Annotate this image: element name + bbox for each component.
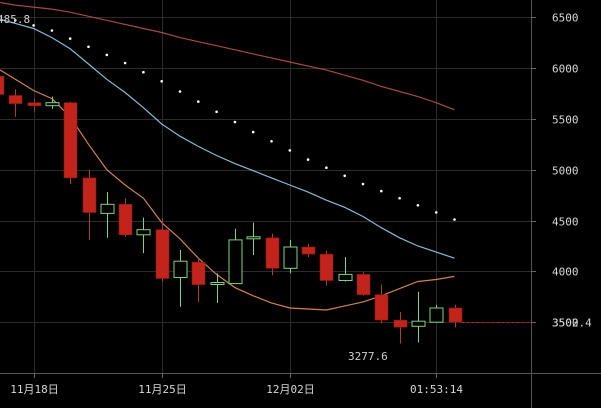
sar-dot: [32, 24, 35, 27]
candle-body-down: [393, 319, 408, 328]
sar-dot: [142, 70, 145, 74]
sar-dot: [14, 19, 17, 22]
x-tick-label: 01:53:14: [410, 383, 463, 396]
candle-body-up: [228, 239, 243, 285]
candle-body-up: [429, 307, 444, 323]
sar-dot: [416, 204, 420, 207]
x-axis: 11月18日 11月25日 12月02日 01:53:14: [10, 373, 463, 396]
candle-body-down: [374, 294, 389, 321]
sar-dot: [325, 166, 328, 169]
sar-dot: [343, 174, 347, 178]
candle-body-down: [448, 307, 463, 323]
candle-body-up: [411, 320, 426, 327]
y-tick-label: 6500: [552, 12, 579, 25]
candle-body-down: [155, 229, 170, 279]
sar-dot: [361, 182, 365, 186]
y-tick-label: 5000: [552, 165, 579, 178]
x-tick-label: 11月18日: [10, 383, 59, 396]
sar-dot: [50, 29, 54, 32]
sar-dot: [434, 211, 438, 214]
sar-dot: [288, 149, 292, 152]
y-tick-label: 5500: [552, 114, 579, 127]
sar-dot: [197, 100, 200, 103]
y-tick-label: 6000: [552, 63, 579, 76]
candle-body-up: [210, 282, 225, 285]
y-axis: 3500 4000 4500 5000 5500 6000 6500: [531, 12, 579, 330]
x-tick-label: 12月02日: [266, 383, 315, 396]
moving-average-line: [0, 1, 455, 111]
candle-body-up: [338, 273, 353, 281]
candle-body-down: [82, 177, 97, 213]
candle-body-up: [136, 229, 151, 236]
price-labels: 3502.4 3277.6 485.8: [0, 13, 592, 363]
candle-body-down: [0, 75, 5, 95]
sar-dot: [398, 196, 401, 200]
candle-body-down: [8, 95, 23, 104]
sar-dot: [160, 80, 163, 83]
high-price-label: 485.8: [0, 13, 30, 26]
candle-body-down: [27, 102, 42, 106]
candle-body-up: [100, 203, 115, 214]
candle-body-down: [319, 253, 334, 281]
sar-dot: [68, 37, 72, 40]
candle-body-down: [301, 246, 316, 255]
candle-body-up: [45, 102, 60, 107]
candle-body-up: [246, 236, 261, 240]
sar-dot: [123, 61, 127, 65]
candles: [0, 75, 463, 344]
candle-body-down: [63, 102, 78, 179]
sar-dot: [105, 53, 109, 57]
candle-body-up: [173, 260, 188, 279]
candle-body-up: [283, 246, 298, 269]
sar-dot: [233, 120, 237, 124]
sar-dot: [380, 189, 383, 193]
candle-body-down: [191, 261, 206, 285]
last-price-label: 3502.4: [552, 317, 592, 330]
candle-body-down: [356, 274, 371, 295]
sar-dot: [453, 218, 456, 221]
x-tick-label: 11月25日: [138, 383, 187, 396]
candle-body-down: [265, 237, 280, 269]
sar-dot: [251, 130, 255, 134]
low-price-label: 3277.6: [348, 350, 388, 363]
sar-dot: [270, 140, 273, 143]
moving-average-line: [0, 18, 455, 259]
sar-dot: [87, 45, 90, 49]
sar-dot: [215, 110, 218, 114]
candle-body-down: [118, 204, 133, 236]
y-tick-label: 4000: [552, 266, 579, 279]
sar-dot: [306, 158, 310, 161]
sar-dot: [178, 90, 182, 93]
y-tick-label: 3500: [552, 317, 579, 330]
y-tick-label: 4500: [552, 216, 579, 229]
